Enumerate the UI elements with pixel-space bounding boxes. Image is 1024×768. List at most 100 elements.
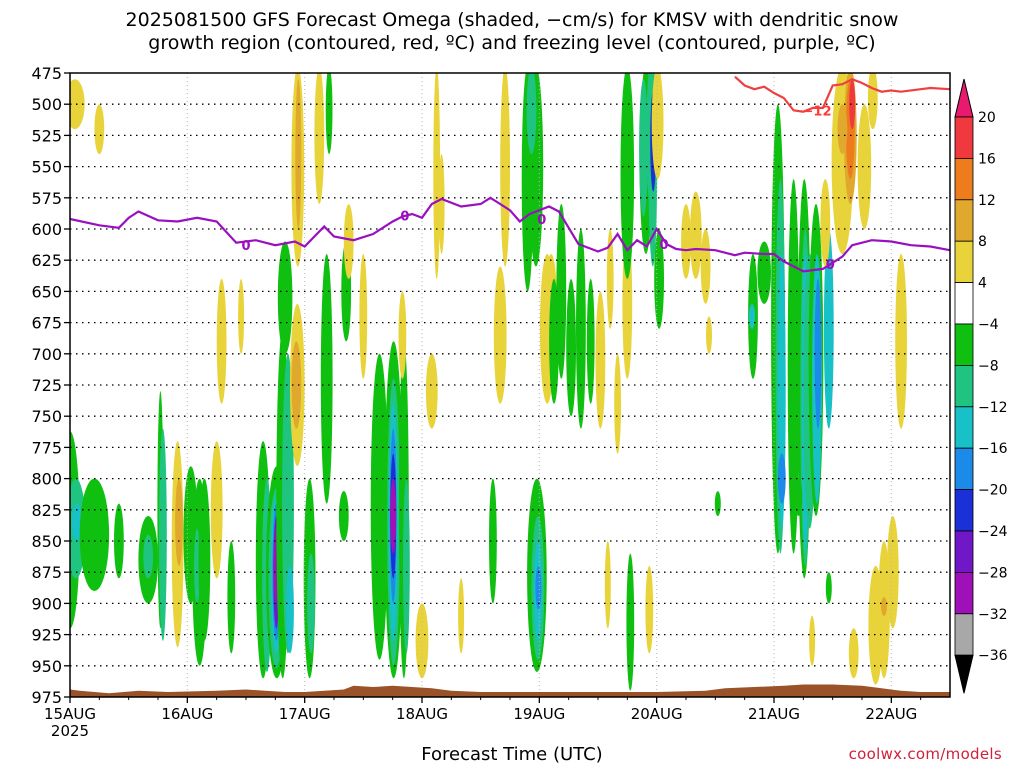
omega-cell: [714, 491, 721, 517]
omega-cell: [159, 428, 167, 641]
pressure-tick-label: 925: [31, 626, 62, 645]
time-tick-label: 19AUG: [513, 705, 565, 723]
pressure-tick-label: 650: [31, 282, 62, 301]
pressure-tick-label: 675: [31, 314, 62, 333]
omega-cell: [837, 104, 848, 155]
omega-cell: [535, 566, 542, 610]
colorbar-label: −24: [978, 524, 1008, 540]
omega-cell: [493, 266, 507, 404]
omega-colorbar: 20 16 12 8 4 −4 −8 −12 −16 −20 −24 −28 −32 −36: [954, 78, 1008, 694]
omega-cell: [895, 253, 907, 429]
omega-cell: [549, 278, 559, 404]
omega-cell: [867, 73, 878, 130]
pressure-tick-label: 525: [31, 126, 62, 145]
omega-cell: [94, 104, 105, 155]
omega-cell: [286, 565, 294, 654]
colorbar-label: 4: [978, 276, 987, 292]
time-axis: 15AUG 16AUG 17AUG 18AUG 19AUG 20AUG 21AUG 22AUG…: [44, 697, 922, 740]
omega-cell: [79, 478, 110, 591]
omega-cell: [881, 597, 887, 616]
pressure-gridlines: [70, 103, 950, 667]
omega-cell: [390, 478, 397, 554]
omega-cell: [576, 228, 586, 429]
credit-text: coolwx.com/models: [848, 745, 1002, 763]
omega-cell: [706, 316, 712, 354]
colorbar-label: −20: [978, 483, 1008, 499]
omega-cell: [809, 615, 816, 666]
colorbar-label: −28: [978, 565, 1008, 581]
omega-cell: [614, 353, 621, 454]
colorbar-segment: [954, 199, 974, 242]
dgz-minus12-contour: [734, 75, 950, 113]
omega-cell: [198, 478, 211, 641]
time-tick-label: 16AUG: [161, 705, 213, 723]
time-tick-label: 17AUG: [279, 705, 331, 723]
terrain-surface: [70, 684, 950, 697]
colorbar-top-arrow: [954, 78, 974, 118]
omega-cell: [227, 541, 236, 654]
colorbar-bottom-arrow: [954, 654, 974, 694]
pressure-tick-label: 575: [31, 189, 62, 208]
omega-cell: [425, 353, 438, 429]
colorbar-label: −16: [978, 441, 1008, 457]
omega-cell: [749, 303, 755, 329]
freezing-level-label: 0: [659, 238, 668, 253]
omega-cell: [295, 79, 302, 229]
omega-cell: [238, 279, 245, 354]
omega-cell: [586, 278, 595, 404]
time-tick-label: 21AUG: [748, 705, 800, 723]
pressure-tick-label: 850: [31, 532, 62, 551]
colorbar-label: −36: [978, 648, 1008, 664]
freezing-level-label: 0: [241, 239, 250, 254]
omega-cell: [216, 278, 227, 404]
time-tick-label: 15AUG: [44, 705, 96, 723]
omega-cell: [825, 572, 832, 604]
omega-cell: [606, 229, 614, 329]
colorbar-label: −4: [978, 317, 999, 333]
omega-cell: [314, 73, 325, 204]
colorbar-segment: [954, 364, 974, 408]
colorbar-segment: [954, 116, 974, 159]
colorbar-segment: [954, 530, 974, 573]
omega-cell: [143, 534, 154, 579]
freezing-level-contour: [70, 196, 950, 273]
colorbar-label: 8: [978, 234, 987, 250]
omega-cell: [338, 491, 349, 541]
colorbar-segment: [954, 323, 974, 366]
omega-cell: [210, 441, 223, 579]
colorbar-label: 16: [978, 151, 996, 167]
pressure-tick-label: 950: [31, 657, 62, 676]
omega-cell: [343, 204, 354, 279]
omega-cell: [787, 179, 800, 554]
omega-cell: [857, 104, 872, 229]
pressure-tick-label: 750: [31, 407, 62, 426]
pressure-tick-label: 500: [31, 95, 62, 114]
freezing-level-label: 0: [826, 258, 835, 273]
chart-title-line-1: 2025081500 GFS Forecast Omega (shaded, −…: [125, 9, 899, 31]
pressure-tick-label: 550: [31, 158, 62, 177]
omega-shading: [70, 73, 907, 691]
pressure-tick-label: 475: [31, 64, 62, 83]
omega-cell: [700, 229, 711, 304]
omega-cell: [526, 73, 537, 155]
colorbar-segment: [954, 447, 974, 491]
omega-cell: [848, 628, 859, 679]
omega-cell: [639, 79, 648, 217]
omega-cell: [415, 603, 429, 679]
colorbar-segment: [954, 282, 974, 325]
pressure-axis: 475 500 525 550 575 600 625 650 675 700 725 750 775 8…: [31, 64, 70, 707]
omega-cell: [681, 204, 691, 279]
colorbar-segment: [954, 240, 974, 283]
freezing-level-label: 0: [537, 213, 546, 228]
time-tick-label: 20AUG: [631, 705, 683, 723]
omega-cell: [814, 278, 822, 429]
colorbar-segment: [954, 572, 974, 615]
omega-cell: [651, 73, 664, 180]
chart-title-line-2: growth region (contoured, red, ºC) and f…: [148, 32, 876, 54]
time-tick-label: 18AUG: [396, 705, 448, 723]
omega-cell: [626, 553, 635, 691]
colorbar-label: −12: [978, 400, 1008, 416]
omega-cell: [359, 254, 368, 379]
omega-cell: [604, 541, 611, 629]
colorbar-segment: [954, 489, 974, 532]
